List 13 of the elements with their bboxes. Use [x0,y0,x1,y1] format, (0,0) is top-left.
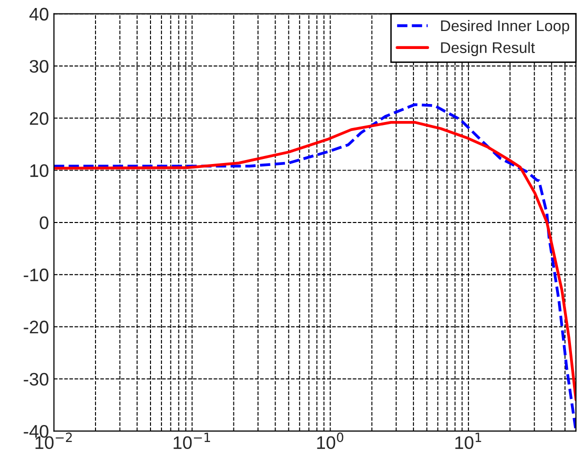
y-tick-label: 0 [40,216,48,230]
x-tick-label: 10$^{0}$ [317,432,344,450]
y-tick-label: 20 [30,112,48,125]
y-tick-label: 40 [29,8,48,21]
x-tick-label: 10$^{1}$ [455,432,482,450]
y-tick-label: 30 [30,60,48,73]
y-tick-label: -10 [24,268,48,282]
legend-label: Desired Inner Loop [441,20,570,34]
x-tick-label: 10$^{−1}$ [174,432,210,450]
y-tick-label: -30 [24,372,48,386]
y-tick-label: 10 [30,164,48,178]
legend-label: Design Result [441,42,535,56]
y-tick-label: -20 [24,320,48,334]
